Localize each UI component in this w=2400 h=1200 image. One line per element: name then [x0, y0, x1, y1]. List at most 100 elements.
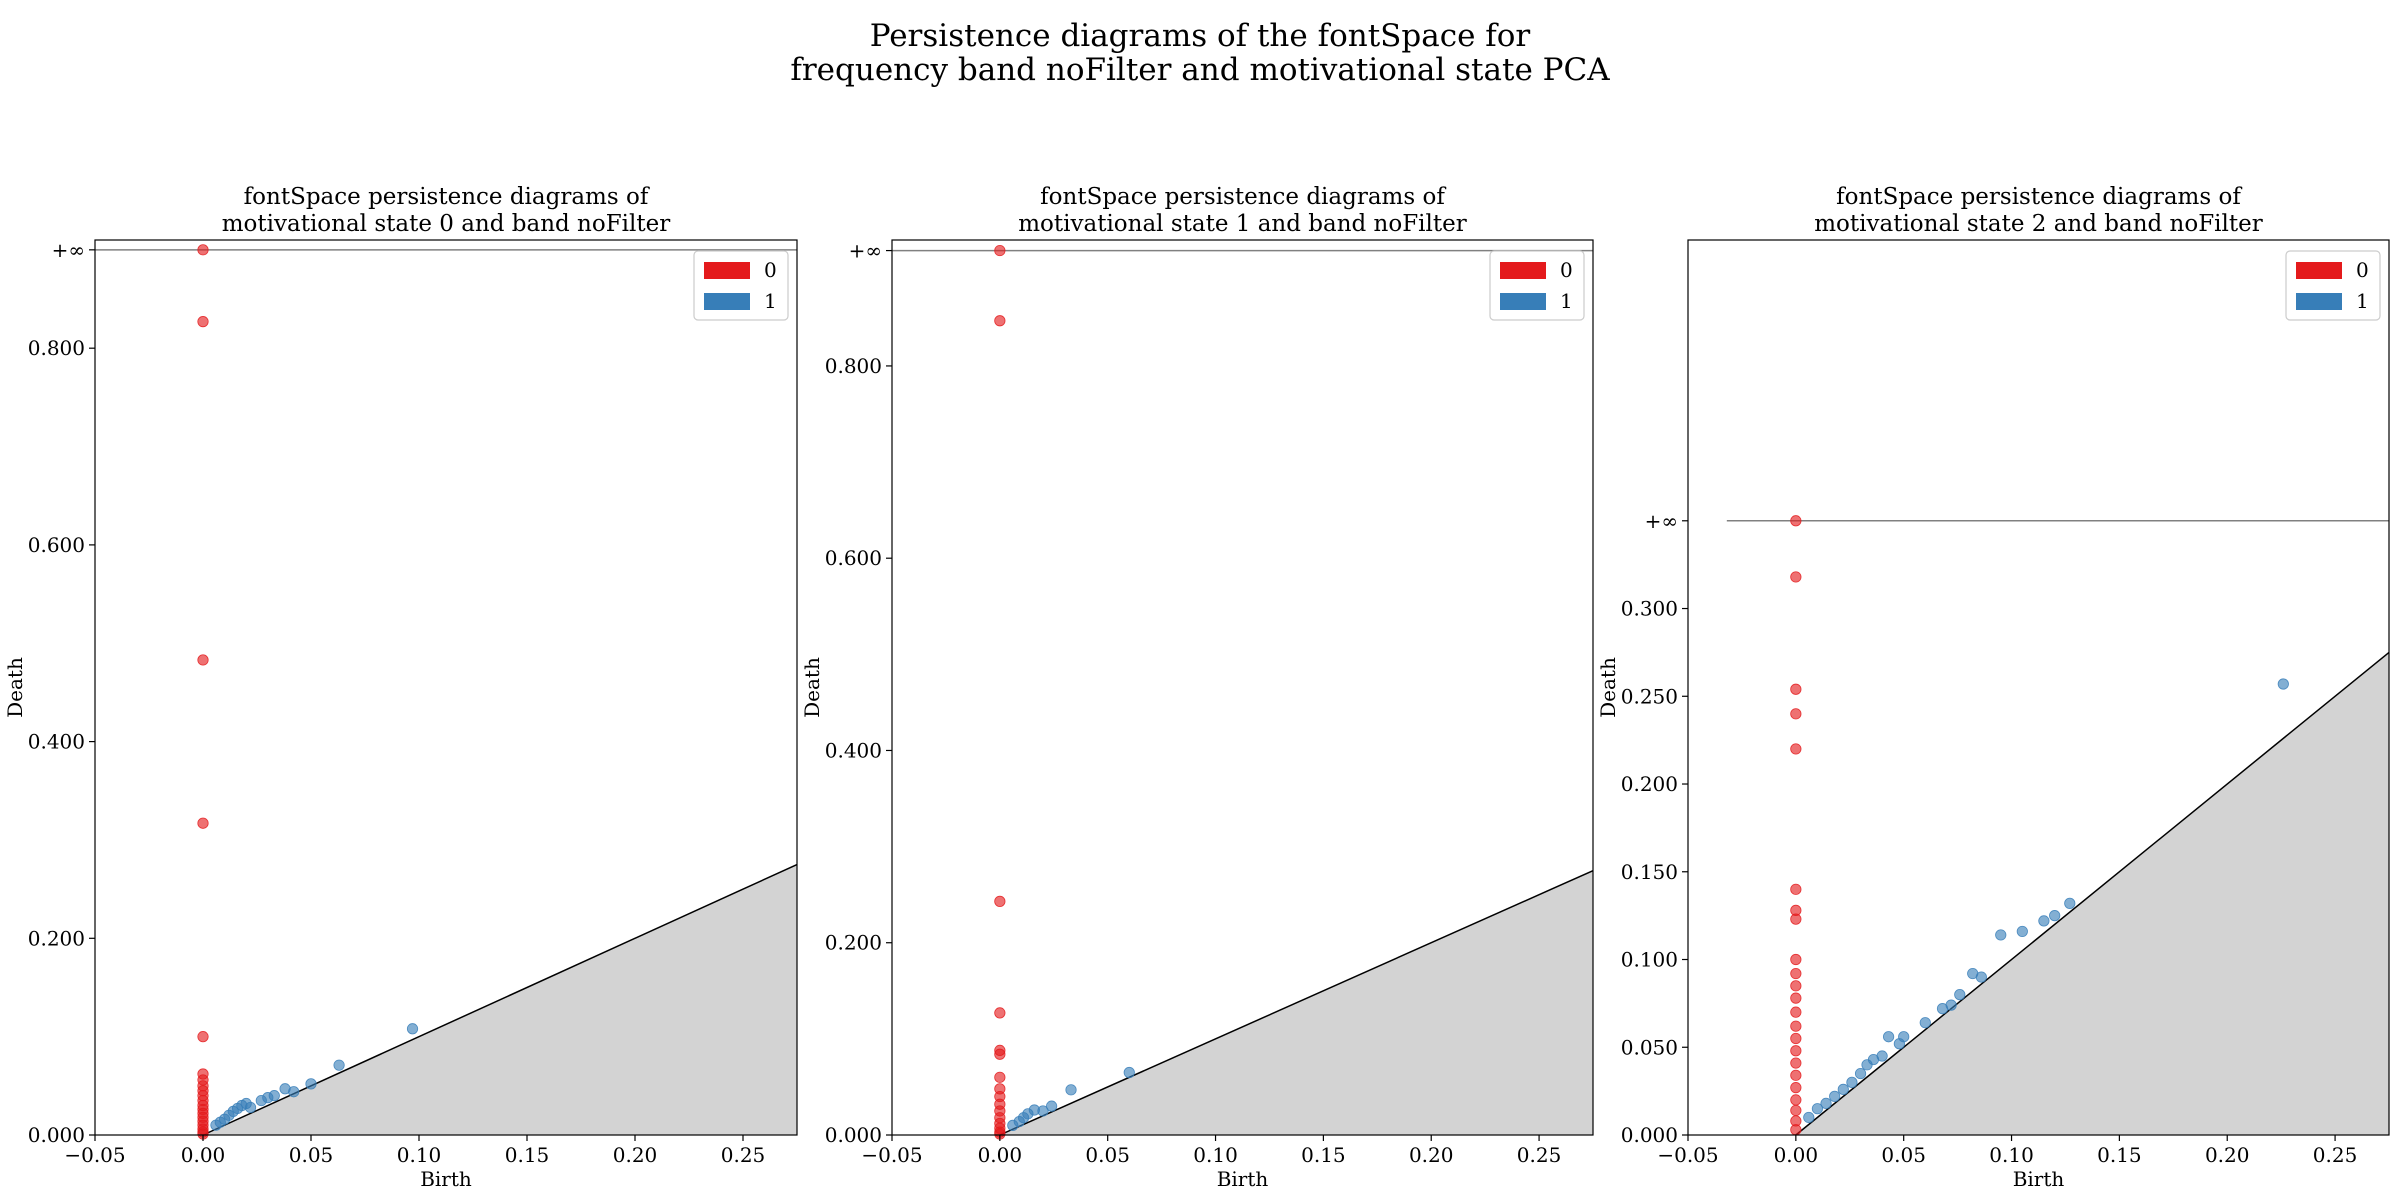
axes-frame — [1687, 239, 2390, 1136]
y-tick-label: 0.250 — [1621, 684, 1678, 708]
point-dim0 — [1790, 1032, 1802, 1045]
y-tick-label: 0.200 — [825, 931, 882, 955]
point-dim0 — [197, 654, 209, 666]
point-dim0 — [197, 316, 209, 328]
point-dim0 — [197, 244, 209, 256]
infinity-tick-label: +∞ — [849, 239, 882, 263]
persistence-diagram-state-2: fontSpace persistence diagrams of motiva… — [1596, 184, 2390, 1191]
series-0 — [197, 244, 209, 1140]
point-dim0 — [1790, 967, 1802, 980]
x-tick-label: 0.00 — [181, 1143, 226, 1167]
x-tick-label: 0.10 — [1989, 1143, 2034, 1167]
x-tick-label: 0.05 — [1881, 1143, 1926, 1167]
point-dim0 — [1790, 1124, 1802, 1136]
diagonal-line — [999, 869, 1594, 1136]
infinity-tick-label: +∞ — [1645, 509, 1678, 533]
y-tick-label: 0.150 — [1621, 860, 1678, 884]
point-dim0 — [1790, 1006, 1802, 1018]
point-dim1 — [1803, 1111, 1815, 1124]
legend-swatch — [704, 262, 750, 279]
point-dim1 — [2277, 678, 2289, 690]
x-tick-label: −0.05 — [861, 1143, 922, 1167]
legend-label: 0 — [764, 258, 777, 282]
point-dim0 — [994, 315, 1006, 327]
x-tick-label: 0.15 — [2097, 1143, 2142, 1167]
x-axis-label: Birth — [420, 1167, 472, 1191]
point-dim0 — [1790, 992, 1802, 1004]
point-dim1 — [268, 1090, 280, 1102]
point-dim1 — [1123, 1066, 1135, 1079]
point-dim0 — [1790, 1020, 1802, 1032]
point-dim1 — [406, 1023, 419, 1035]
point-dim1 — [244, 1101, 257, 1114]
point-dim0 — [1790, 913, 1802, 925]
point-dim1 — [1882, 1031, 1895, 1043]
point-dim1 — [1811, 1103, 1824, 1115]
panel-title-line2: motivational state 0 and band noFilter — [222, 211, 671, 237]
y-tick-label: 0.000 — [1621, 1123, 1678, 1147]
point-dim0 — [1790, 1045, 1802, 1057]
figure-title-line1: Persistence diagrams of the fontSpace fo… — [870, 18, 1531, 54]
legend-swatch — [2296, 293, 2342, 310]
x-tick-label: 0.05 — [289, 1143, 334, 1167]
point-dim0 — [1790, 883, 1802, 895]
point-dim0 — [1790, 743, 1802, 755]
axes-frame — [94, 239, 798, 1136]
plot-area — [95, 244, 798, 1140]
y-tick-label: 0.600 — [825, 546, 882, 570]
point-dim1 — [288, 1086, 300, 1098]
x-tick-label: 0.25 — [1517, 1143, 1562, 1167]
legend-swatch — [1500, 262, 1546, 279]
x-axis-label: Birth — [1217, 1167, 1269, 1191]
point-dim1 — [1837, 1083, 1849, 1095]
point-dim1 — [1954, 989, 1966, 1001]
point-dim0 — [994, 895, 1006, 907]
point-dim1 — [1876, 1050, 1888, 1062]
point-dim1 — [1919, 1017, 1931, 1029]
y-axis-label: Death — [800, 657, 824, 718]
panel-title-line1: fontSpace persistence diagrams of — [1836, 184, 2242, 210]
x-tick-label: 0.00 — [978, 1143, 1023, 1167]
point-dim0 — [1790, 1069, 1802, 1081]
y-axis-label: Death — [3, 657, 27, 718]
point-dim0 — [1790, 953, 1802, 966]
y-tick-label: 0.200 — [1621, 772, 1678, 796]
y-axis-label: Death — [1596, 657, 1620, 718]
axes-frame — [891, 239, 1594, 1136]
point-dim1 — [1995, 929, 2007, 941]
legend-swatch — [2296, 262, 2342, 279]
series-0 — [1790, 515, 1802, 1136]
series-1 — [1803, 678, 2289, 1124]
x-tick-label: 0.15 — [1301, 1143, 1346, 1167]
point-dim0 — [197, 817, 209, 829]
point-dim0 — [994, 1048, 1006, 1060]
diagonal-line — [202, 863, 798, 1136]
legend: 01 — [2285, 250, 2381, 321]
point-dim0 — [994, 1007, 1006, 1019]
point-dim1 — [1046, 1100, 1058, 1112]
point-dim0 — [1790, 571, 1802, 583]
y-tick-label: 0.300 — [1621, 597, 1678, 621]
y-tick-label: 0.000 — [825, 1123, 882, 1147]
y-tick-label: 0.800 — [28, 336, 85, 360]
y-tick-label: 0.050 — [1621, 1035, 1678, 1059]
legend-swatch — [1500, 293, 1546, 310]
x-tick-label: 0.20 — [2205, 1143, 2250, 1167]
legend-label: 1 — [764, 289, 777, 313]
point-dim0 — [1790, 683, 1802, 695]
y-tick-label: 0.600 — [28, 533, 85, 557]
point-dim1 — [2064, 897, 2076, 909]
point-dim0 — [1790, 1082, 1802, 1094]
persistence-diagram-state-0: fontSpace persistence diagrams of motiva… — [3, 184, 798, 1191]
legend-label: 1 — [2356, 289, 2369, 313]
point-dim0 — [994, 1071, 1006, 1083]
x-tick-label: 0.10 — [1193, 1143, 1238, 1167]
panel-title-line2: motivational state 1 and band noFilter — [1018, 211, 1467, 237]
legend-label: 0 — [1560, 258, 1573, 282]
point-dim1 — [2049, 910, 2061, 922]
diagonal-line — [1795, 651, 2390, 1136]
plot-area — [892, 244, 1594, 1140]
x-tick-label: 0.20 — [1409, 1143, 1454, 1167]
x-tick-label: 0.20 — [613, 1143, 658, 1167]
